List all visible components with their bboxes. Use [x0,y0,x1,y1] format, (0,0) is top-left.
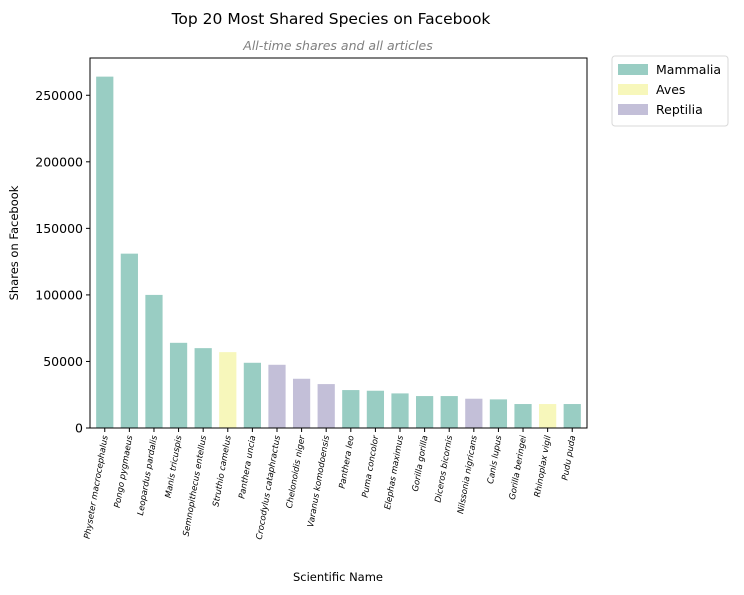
bar-15 [465,398,483,428]
x-tick-label-9: Varanus komodoensis [306,434,332,528]
x-axis: Physeter macrocephalus Pongo pygmaeus Leop… [83,428,578,540]
x-tick-label-15: Nilssonia nigricans [456,434,480,515]
y-tick-label-1: 50000 [43,354,83,369]
bar-17 [514,404,532,428]
x-tick-label-12: Elephas maximus [383,434,406,510]
x-tick-label-17: Gorilla beringei [508,434,529,501]
y-tick-label-3: 150000 [35,221,83,236]
x-tick-label-16: Canis lupus [486,434,504,485]
x-tick-label-10: Panthera leo [338,435,357,490]
y-axis-label: Shares on Facebook [7,185,21,300]
x-tick-label-7: Crocodylus cataphractus [255,434,283,540]
legend-swatch-0 [618,64,648,75]
bar-8 [292,378,311,428]
bar-13 [416,396,434,428]
x-tick-label-18: Rhinoplax vigil [533,434,554,498]
chart-subtitle: All-time shares and all articles [242,38,433,53]
chart-title: Top 20 Most Shared Species on Facebook [171,10,491,28]
x-tick-label-13: Gorilla gorilla [411,435,431,493]
bar-14 [440,396,458,428]
bar-6 [243,362,261,428]
x-tick-label-6: Panthera uncia [237,435,258,500]
legend: Mammalia Aves Reptilia [611,55,729,127]
bar-7 [268,364,286,428]
bars-group [96,76,581,428]
y-tick-label-2: 100000 [35,287,83,302]
y-axis: 0 50000 100000 150000 200000 250000 [35,88,90,436]
x-tick-label-5: Struthio camelus [211,434,233,507]
bar-16 [489,399,508,428]
x-tick-label-2: Leopardus pardalis [136,434,160,516]
bar-3 [169,342,188,428]
x-tick-label-1: Pongo pygmaeus [113,434,136,509]
bar-0 [96,76,114,428]
x-tick-label-0: Physeter macrocephalus [83,434,111,540]
bar-4 [194,348,212,428]
y-tick-label-0: 0 [75,421,83,436]
bar-19 [563,404,581,428]
bar-10 [342,390,360,428]
legend-label-2: Reptilia [656,102,703,117]
plot-area-frame [89,57,588,429]
bar-9 [317,384,335,428]
bar-2 [145,294,163,428]
bar-1 [120,253,138,428]
bar-12 [391,393,409,428]
x-tick-label-4: Semnopithecus entellus [182,434,210,537]
x-tick-label-3: Manis tricuspis [164,434,185,499]
bar-11 [366,390,385,428]
y-tick-label-5: 250000 [35,88,83,103]
x-tick-label-14: Diceros bicornis [434,434,456,503]
legend-label-1: Aves [656,82,685,97]
x-tick-label-8: Chelonoidis niger [285,434,308,509]
y-tick-label-4: 200000 [35,154,83,169]
x-tick-label-19: Pudu puda [560,435,578,481]
legend-swatch-1 [618,84,648,95]
legend-label-0: Mammalia [656,62,721,77]
bar-5 [219,352,237,428]
x-tick-label-11: Puma concolor [361,434,382,498]
legend-swatch-2 [618,104,648,115]
x-axis-label: Scientific Name [293,570,383,584]
bar-18 [539,404,557,428]
